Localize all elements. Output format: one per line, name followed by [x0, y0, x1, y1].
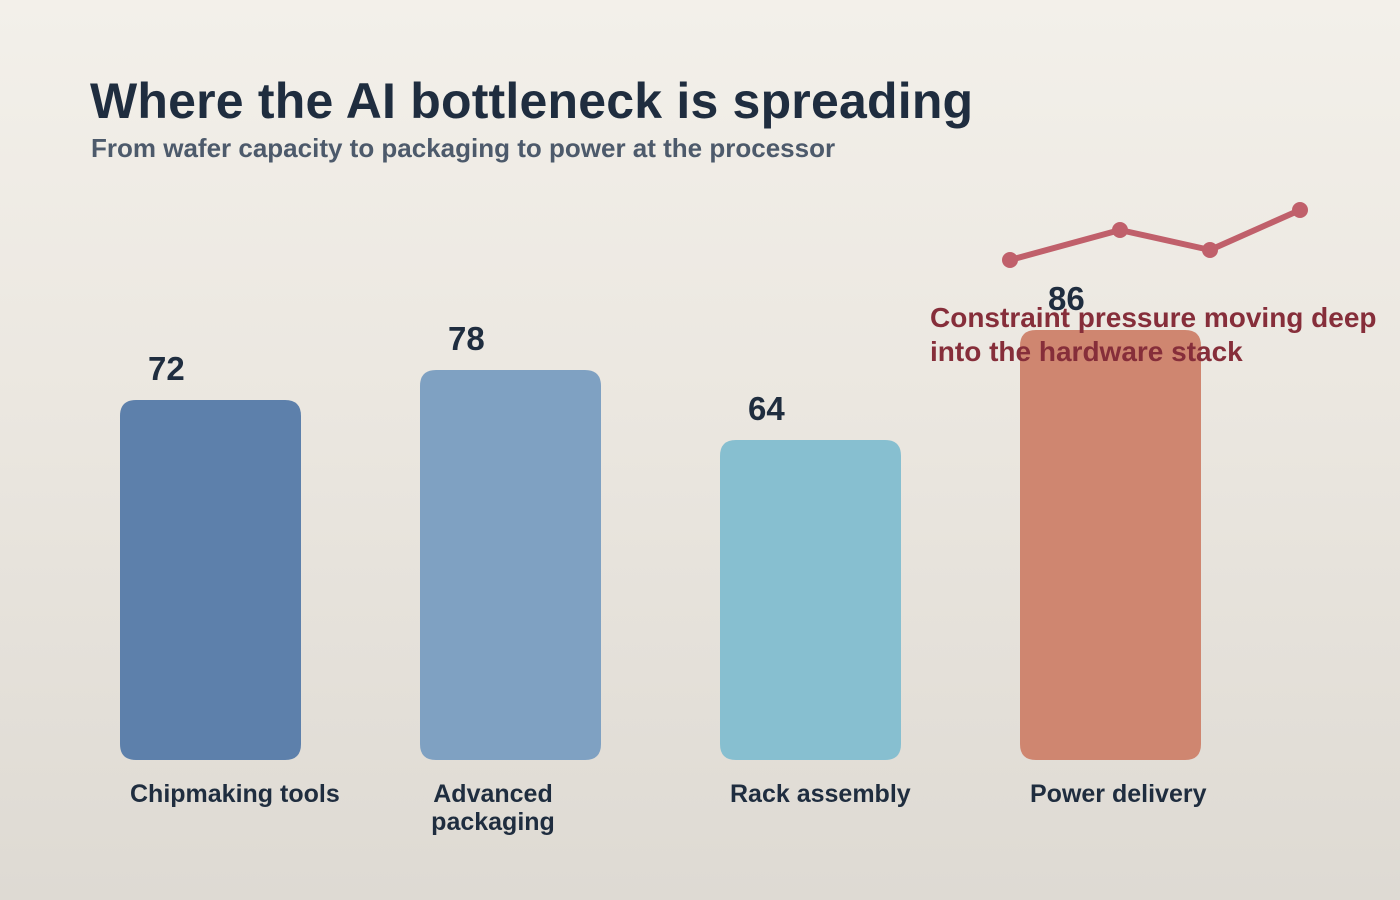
- value-label: 78: [448, 320, 485, 357]
- value-labels-group: 72 78 64 86: [148, 280, 1085, 427]
- trend-point: [1002, 252, 1018, 268]
- value-label: 72: [148, 350, 185, 387]
- category-label: Advanced packaging: [431, 780, 555, 836]
- value-label: 86: [1048, 280, 1085, 317]
- annotation-line-2: into the hardware stack: [930, 336, 1243, 367]
- bar-advanced-packaging: [420, 370, 601, 760]
- trend-point: [1292, 202, 1308, 218]
- bars-group: [120, 330, 1201, 760]
- annotation-line-1: Constraint pressure moving deep: [930, 302, 1377, 333]
- chart-title: Where the AI bottleneck is spreading: [90, 73, 974, 129]
- annotation-text: Constraint pressure moving deep into the…: [930, 301, 1390, 369]
- bar-rack-assembly: [720, 440, 901, 760]
- trend-sparkline: [1002, 202, 1308, 268]
- value-label: 64: [748, 390, 785, 427]
- bar-power-delivery: [1020, 330, 1201, 760]
- chart-subtitle: From wafer capacity to packaging to powe…: [91, 133, 836, 163]
- category-labels-group: Chipmaking tools Advanced packaging Rack as…: [130, 780, 1207, 836]
- bar-chipmaking-tools: [120, 400, 301, 760]
- trend-line: [1007, 207, 1303, 263]
- category-label: Rack assembly: [730, 780, 911, 808]
- category-label: Chipmaking tools: [130, 780, 340, 808]
- trend-point: [1112, 222, 1128, 238]
- trend-point: [1202, 242, 1218, 258]
- category-label: Power delivery: [1030, 780, 1207, 808]
